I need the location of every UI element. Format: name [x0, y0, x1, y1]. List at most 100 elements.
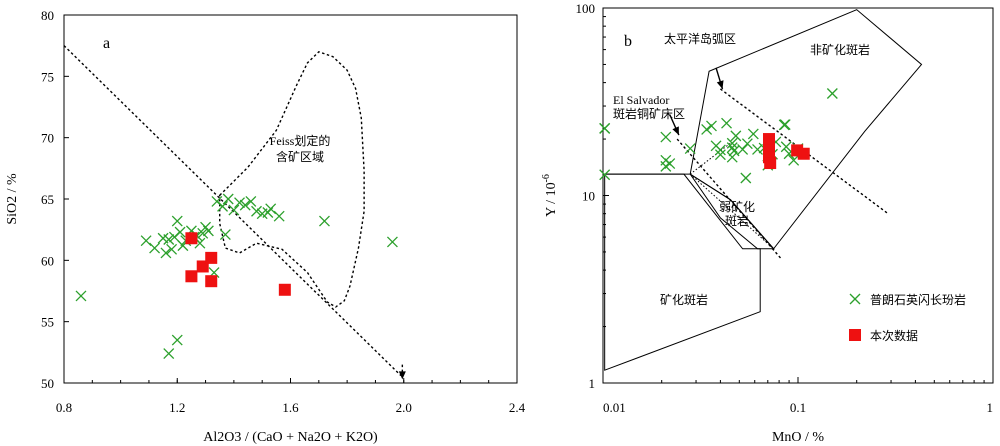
data-point-a: [278, 283, 291, 296]
y-tick-label-b: 100: [576, 1, 596, 16]
x-marker-stroke: [660, 131, 672, 143]
data-point-a: [163, 234, 175, 245]
barren-region-label-b: 非矿化斑岩: [810, 42, 870, 57]
x-marker-stroke: [730, 130, 742, 142]
y-axis-label-b: Y / 10-6: [541, 174, 559, 217]
pacific-region-label-b: 太平洋岛弧区: [664, 31, 736, 46]
data-point-b: [726, 151, 738, 163]
series-a-1: [185, 232, 291, 296]
data-point-a: [239, 199, 251, 211]
data-point-a: [222, 193, 234, 205]
x-marker-stroke: [160, 247, 172, 259]
data-point-a: [205, 275, 218, 288]
data-point-a: [202, 225, 214, 237]
x-marker-stroke: [163, 234, 175, 245]
y-axis-label-a: SiO2 / %: [5, 173, 20, 225]
x-marker-stroke: [219, 229, 231, 241]
data-point-b: [684, 143, 696, 155]
x-marker-stroke: [752, 144, 763, 155]
x-tick-label-b: 0.1: [790, 400, 806, 415]
x-marker-stroke: [157, 232, 169, 244]
chart-panel-a: 0.8 1.2 1.6 2.0 2.4 50 55 60 65 70 75 80 Al2O3 / (Ca…: [5, 8, 526, 445]
y-tick-label-a: 65: [41, 192, 54, 207]
x-marker-stroke: [166, 243, 178, 255]
data-point-b: [599, 122, 611, 134]
data-point-a: [149, 242, 161, 254]
x-marker-stroke: [741, 138, 753, 150]
y-tick-label-a: 60: [41, 253, 54, 268]
x-marker-stroke: [140, 235, 152, 247]
data-point-a: [163, 348, 175, 360]
data-point-b: [714, 144, 726, 156]
data-point-b: [788, 154, 800, 166]
legend-label-b: 普朗石英闪长玢岩: [870, 292, 966, 307]
x-tick-label-a: 0.8: [56, 400, 72, 415]
dotted-boundary-b: [689, 173, 774, 250]
panel-label-b: b: [624, 33, 632, 50]
data-point-b: [780, 141, 792, 153]
data-point-b: [701, 124, 713, 135]
weak-mineralized-region-b: [604, 173, 775, 250]
dotted-boundary-b: [689, 142, 731, 175]
data-point-a: [166, 243, 178, 255]
pacific-arrow-b-head: [716, 80, 724, 89]
x-marker-stroke: [239, 199, 251, 211]
data-point-b: [599, 169, 611, 181]
x-marker-stroke: [726, 142, 738, 154]
x-marker-stroke: [171, 334, 183, 346]
weak-region-label-b: 弱矿化斑岩: [719, 200, 755, 228]
data-point-a: [245, 195, 257, 207]
y-tick-label-a: 70: [41, 131, 54, 146]
data-point-b: [714, 149, 726, 161]
x-tick-label-a: 2.4: [509, 400, 526, 415]
data-point-a: [265, 203, 277, 215]
x-tick-label-a: 1.2: [169, 400, 185, 415]
x-marker-stroke: [714, 144, 726, 156]
x-marker-stroke: [217, 200, 229, 212]
x-marker-stroke: [222, 193, 234, 205]
x-axis-label-a: Al2O3 / (CaO + Na2O + K2O): [203, 430, 378, 445]
x-marker-stroke: [174, 226, 186, 238]
x-marker-stroke: [163, 348, 175, 360]
x-marker-stroke: [149, 242, 161, 254]
y-tick-label-b: 1: [589, 376, 596, 391]
mineralized-region-label-b: 矿化斑岩: [660, 292, 708, 307]
data-point-b: [726, 142, 738, 154]
x-marker-stroke: [737, 144, 749, 155]
data-point-a: [228, 204, 240, 216]
y-tick-label-a: 50: [41, 376, 54, 391]
series-a-0: [75, 193, 398, 360]
data-point-a: [185, 270, 198, 283]
trend-end-arrowhead-a: [398, 371, 406, 380]
elsalvador-region-label-b: El Salvador 斑岩铜矿床区: [613, 93, 685, 121]
x-marker-stroke: [780, 141, 792, 153]
x-marker-stroke: [726, 151, 738, 163]
x-marker-stroke: [740, 172, 752, 184]
x-tick-label-a: 2.0: [396, 400, 412, 415]
legend-marker-b: [849, 293, 861, 305]
x-tick-label-a: 1.6: [282, 400, 299, 415]
x-marker-stroke: [197, 227, 209, 239]
data-point-b: [730, 130, 742, 142]
region-label-a: Feiss划定的含矿区域: [270, 133, 331, 164]
data-point-a: [386, 236, 398, 248]
data-point-a: [160, 247, 172, 259]
chart-panel-b: 0.01 0.1 1 1 10 100 MnO / % Y / 10-6 b 非矿化斑岩弱矿化斑岩…: [541, 1, 994, 445]
data-point-a: [75, 290, 87, 302]
y-tick-label-a: 80: [41, 8, 54, 23]
x-marker-stroke: [684, 143, 696, 155]
x-marker-stroke: [386, 236, 398, 248]
data-point-a: [319, 215, 330, 227]
x-marker-stroke: [826, 88, 838, 99]
x-marker-stroke: [211, 195, 223, 207]
data-point-b: [779, 119, 791, 131]
x-axis-label-b: MnO / %: [772, 430, 824, 445]
data-point-b: [737, 144, 749, 155]
y-axis-label-b-text: Y / 10: [544, 182, 559, 216]
x-marker-stroke: [251, 205, 262, 217]
plot-frame-b: [602, 7, 994, 384]
data-point-b: [660, 131, 672, 143]
x-marker-stroke: [747, 128, 759, 140]
data-point-a: [140, 235, 152, 247]
